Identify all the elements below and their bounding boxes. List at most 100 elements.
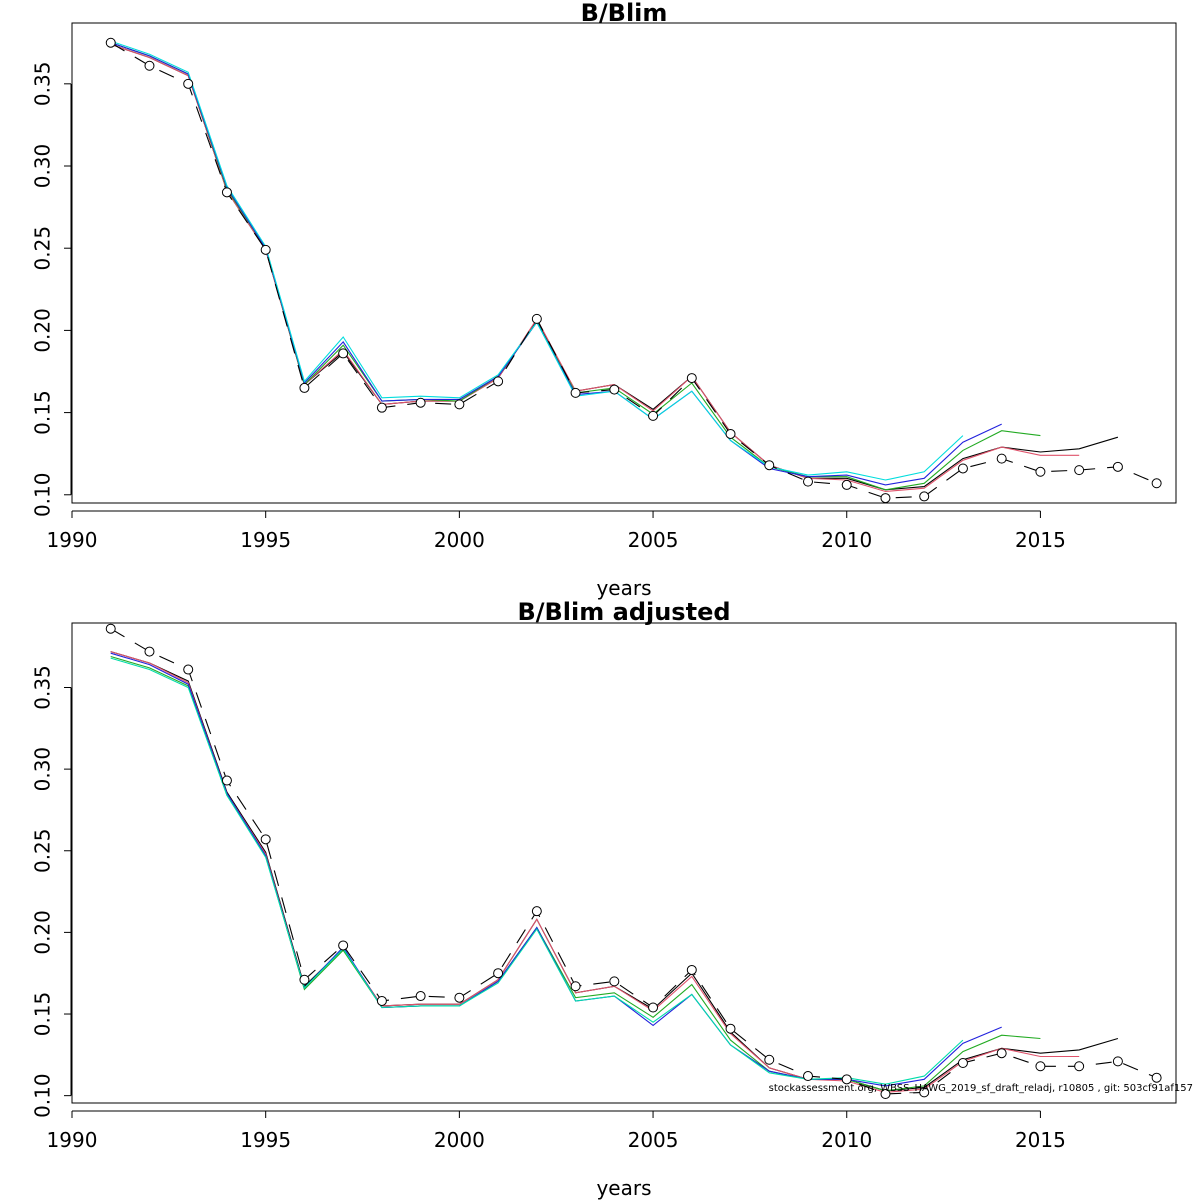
- data-point: [764, 1054, 775, 1065]
- data-point: [260, 834, 271, 845]
- series-line: [110, 43, 1119, 491]
- data-point: [415, 397, 426, 408]
- y-axis: 0.10 0.15 0.20 0.25 0.30 0.35: [31, 62, 72, 517]
- data-point: [725, 428, 736, 439]
- series-line: [110, 42, 1041, 491]
- x-tick-label: 1990: [47, 528, 98, 552]
- y-tick-label: 0.30: [31, 747, 55, 792]
- x-axis: 1990 1995 2000 2005 2010 2015: [47, 1110, 1066, 1152]
- data-point: [221, 775, 232, 786]
- x-axis-label: years: [596, 576, 651, 600]
- y-axis: 0.10 0.15 0.20 0.25 0.30 0.35: [31, 665, 72, 1118]
- data-point: [725, 1023, 736, 1034]
- data-point: [183, 664, 194, 675]
- series-line-dashed: [110, 628, 1157, 1095]
- data-point: [531, 313, 542, 324]
- data-point: [841, 1074, 852, 1085]
- y-tick-label: 0.15: [31, 992, 55, 1037]
- y-tick-label: 0.35: [31, 62, 55, 107]
- x-tick-label: 2010: [821, 528, 872, 552]
- data-point: [803, 476, 813, 487]
- x-tick-label: 1995: [240, 1128, 291, 1152]
- data-point: [648, 410, 659, 421]
- data-point: [376, 402, 387, 413]
- x-tick-label: 2010: [821, 1128, 872, 1152]
- data-point: [996, 1048, 1007, 1059]
- x-tick-label: 2015: [1015, 1128, 1066, 1152]
- data-point: [957, 1058, 968, 1068]
- series-line: [110, 657, 964, 1085]
- series-line: [110, 43, 1080, 493]
- plot-frame: [71, 22, 1177, 504]
- series-line: [110, 40, 964, 481]
- data-point: [880, 493, 891, 504]
- data-point: [841, 479, 852, 490]
- y-tick-label: 0.10: [31, 1073, 55, 1118]
- chart-title: B/Blim: [581, 0, 668, 27]
- x-tick-label: 2005: [628, 1128, 679, 1152]
- data-point: [183, 78, 194, 89]
- data-point: [648, 1002, 659, 1013]
- data-point: [686, 964, 697, 975]
- data-point: [1151, 478, 1162, 489]
- data-point: [609, 384, 620, 395]
- data-point: [299, 382, 310, 393]
- y-tick-label: 0.25: [31, 226, 55, 271]
- series-line: [110, 652, 1002, 1087]
- data-point: [880, 1089, 891, 1100]
- chart-panel-bblim-adjusted: B/Blim adjusted years 1990 1995 2000 2005 20…: [31, 598, 1194, 1200]
- data-point: [609, 976, 620, 987]
- data-point: [376, 995, 387, 1006]
- data-point: [1035, 466, 1046, 477]
- data-point: [260, 244, 271, 255]
- data-point: [686, 373, 697, 384]
- chart-title: B/Blim adjusted: [517, 598, 730, 626]
- data-point: [1112, 461, 1123, 472]
- data-point: [415, 991, 426, 1002]
- data-point: [919, 491, 930, 502]
- y-tick-label: 0.35: [31, 665, 55, 710]
- data-point: [1112, 1056, 1123, 1067]
- y-tick-label: 0.10: [31, 473, 55, 518]
- x-tick-label: 2000: [434, 528, 485, 552]
- x-tick-label: 1995: [240, 528, 291, 552]
- series-line-dashed: [110, 42, 1157, 499]
- series-line: [110, 651, 1080, 1093]
- y-tick-label: 0.15: [31, 390, 55, 435]
- x-axis-label: years: [596, 1176, 651, 1200]
- data-point: [1035, 1061, 1046, 1072]
- y-tick-label: 0.20: [31, 308, 55, 353]
- x-axis: 1990 1995 2000 2005 2010 2015: [47, 510, 1066, 552]
- data-point: [957, 463, 968, 474]
- data-point: [299, 974, 310, 985]
- data-point: [144, 60, 155, 71]
- y-tick-label: 0.20: [31, 910, 55, 955]
- footer-note: stockassessment.org, WBSS_HAWG_2019_sf_d…: [769, 1083, 1193, 1094]
- data-point: [493, 376, 504, 387]
- x-tick-label: 2005: [628, 528, 679, 552]
- series-group: [105, 623, 1162, 1100]
- series-group: [105, 37, 1162, 504]
- data-point: [803, 1071, 813, 1082]
- series-line: [110, 655, 1041, 1092]
- plot-frame: [71, 622, 1177, 1104]
- data-point: [105, 37, 116, 48]
- x-tick-label: 2000: [434, 1128, 485, 1152]
- x-tick-label: 2015: [1015, 528, 1066, 552]
- data-point: [144, 646, 155, 657]
- data-point: [531, 906, 542, 917]
- data-point: [454, 992, 465, 1003]
- chart-panel-bblim: B/Blim years 1990 1995 2000 2005 2010 2015 0.…: [31, 0, 1177, 600]
- data-point: [105, 623, 116, 634]
- data-point: [1151, 1072, 1162, 1083]
- y-tick-label: 0.30: [31, 144, 55, 189]
- data-point: [570, 981, 581, 992]
- y-tick-label: 0.25: [31, 828, 55, 873]
- data-point: [919, 1087, 930, 1098]
- data-point: [493, 968, 504, 979]
- data-point: [764, 460, 775, 471]
- data-point: [570, 387, 581, 398]
- data-point: [1074, 465, 1085, 476]
- data-point: [221, 187, 232, 198]
